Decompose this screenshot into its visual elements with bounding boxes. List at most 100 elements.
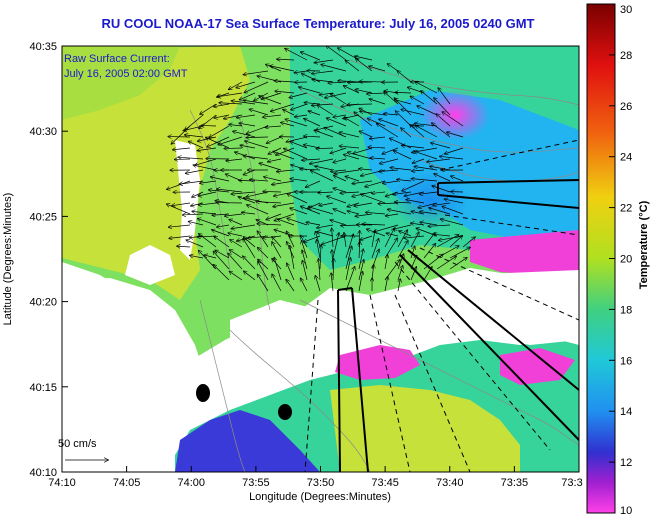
current-vector — [264, 177, 282, 182]
current-vector — [295, 115, 308, 117]
current-vector — [324, 128, 347, 138]
current-vector — [317, 105, 334, 116]
site-marker-2 — [278, 404, 292, 420]
current-vector — [423, 233, 435, 248]
current-vector — [314, 59, 334, 63]
current-vector — [354, 202, 373, 206]
colorbar-ticks: 30 28 26 24 22 20 18 16 14 12 10 — [609, 3, 632, 517]
current-vector — [327, 118, 347, 127]
current-vector — [219, 103, 243, 104]
current-vector — [390, 168, 412, 171]
current-vector — [272, 274, 282, 292]
current-vector — [368, 147, 386, 148]
current-vector — [286, 280, 295, 292]
current-vector — [334, 175, 347, 182]
current-vector — [315, 276, 321, 292]
current-vector — [306, 180, 321, 187]
current-vector — [359, 242, 360, 259]
current-vector — [183, 214, 204, 215]
current-vector — [218, 136, 243, 145]
current-vector — [382, 147, 399, 154]
current-vector — [246, 137, 269, 138]
colorbar-tick-label: 20 — [620, 254, 632, 266]
current-vector — [273, 151, 295, 160]
current-vector — [289, 92, 308, 98]
current-vector — [172, 202, 191, 206]
current-vector — [354, 112, 373, 127]
colorbar-tick-label: 24 — [620, 152, 632, 164]
current-vector — [318, 192, 334, 193]
current-vector — [272, 237, 282, 248]
current-vector — [347, 104, 373, 105]
current-vector — [229, 271, 243, 281]
current-vector — [224, 148, 243, 149]
current-vector — [286, 231, 295, 248]
current-vector — [272, 242, 282, 259]
colorbar-tick-label: 28 — [620, 50, 632, 62]
current-vector — [423, 244, 436, 259]
current-vector — [438, 88, 451, 105]
current-vector — [333, 209, 347, 215]
current-vector — [243, 100, 269, 105]
current-vector — [440, 156, 464, 160]
current-vector — [229, 250, 243, 259]
current-vector — [369, 99, 386, 105]
x-axis-ticks: 74:10 74:05 74:00 73:55 73:50 73:45 73:40 73:35… — [48, 466, 583, 489]
current-vector — [401, 109, 425, 116]
current-vector — [367, 118, 386, 127]
current-vector — [379, 158, 399, 164]
current-vector — [370, 158, 386, 159]
current-vector — [215, 250, 230, 259]
colorbar-tick-label: 30 — [620, 4, 632, 16]
y-axis-ticks: 40:35 40:30 40:25 40:20 40:15 40:10 — [29, 41, 68, 479]
current-vector — [188, 221, 204, 226]
no-data-south-center — [230, 300, 330, 370]
current-vector — [247, 205, 269, 215]
current-vector — [281, 122, 295, 127]
current-vector — [290, 179, 308, 182]
current-vector — [427, 158, 451, 162]
current-vector — [397, 230, 407, 248]
current-vector — [173, 148, 191, 150]
current-vector — [301, 52, 321, 61]
current-vector — [249, 109, 269, 116]
current-vector — [274, 191, 295, 196]
current-vector — [431, 143, 451, 149]
current-vector — [186, 240, 204, 248]
current-vector — [306, 222, 321, 226]
current-vector — [358, 272, 363, 292]
x-tick-label: 73:45 — [371, 477, 399, 489]
current-vector — [231, 224, 256, 229]
current-vector — [332, 228, 333, 248]
current-vector — [344, 233, 346, 248]
current-vector — [301, 206, 321, 215]
current-vector — [395, 92, 412, 93]
current-vector — [410, 246, 415, 259]
current-vector — [178, 157, 204, 159]
current-vector — [359, 131, 373, 138]
current-vector — [236, 81, 256, 88]
sst-field-south-yellow — [330, 385, 520, 472]
current-vector — [257, 224, 282, 225]
current-vector — [436, 114, 451, 127]
current-vector — [430, 166, 451, 171]
current-vector — [345, 60, 360, 72]
current-vector — [258, 248, 269, 259]
current-vector — [270, 66, 295, 72]
land-coast-strip — [62, 278, 200, 472]
sst-field-yellow-north — [62, 46, 180, 120]
current-vector — [217, 189, 243, 193]
current-vector — [398, 279, 400, 292]
current-vector — [190, 255, 204, 259]
x-tick-label: 73:55 — [242, 477, 270, 489]
current-vector — [193, 165, 217, 171]
current-vector — [379, 170, 399, 172]
current-vector — [340, 192, 360, 193]
current-vector — [410, 267, 416, 281]
current-vector — [442, 206, 464, 215]
current-vector — [225, 214, 243, 216]
figure-title: RU COOL NOAA-17 Sea Surface Temperature:… — [101, 16, 534, 31]
current-vector — [371, 239, 379, 259]
current-vector — [212, 230, 230, 237]
current-vector — [393, 224, 412, 229]
